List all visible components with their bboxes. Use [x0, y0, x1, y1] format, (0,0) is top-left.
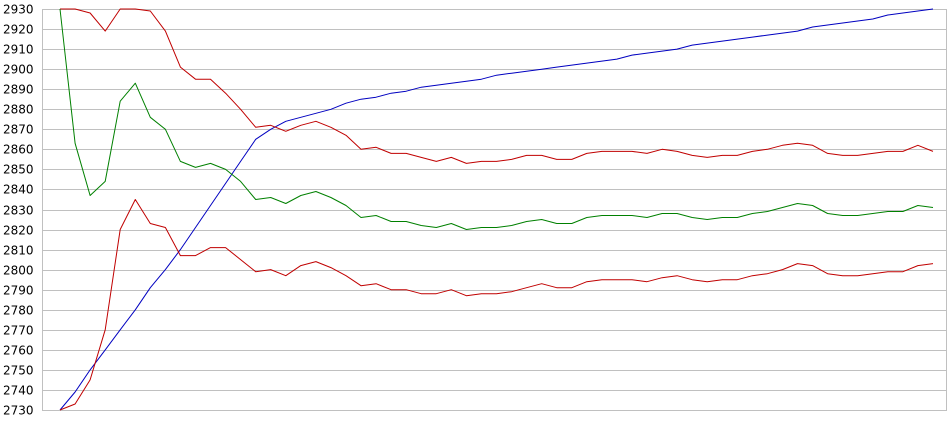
- y-tick-label: 2890: [3, 83, 34, 97]
- y-tick-label: 2740: [3, 384, 34, 398]
- series-line-3: [59, 8, 934, 230]
- y-tick-label: 2900: [3, 63, 34, 77]
- y-tick-label: 2820: [3, 224, 34, 238]
- y-tick-label: 2920: [3, 23, 34, 37]
- y-tick-label: 2790: [3, 284, 34, 298]
- y-tick-label: 2800: [3, 264, 34, 278]
- y-tick-label: 2860: [3, 143, 34, 157]
- y-tick-label: 2930: [3, 3, 34, 17]
- y-tick-labels: 2730 2740 2750 2760 2770 2780 2790 2800 2810 2820…: [3, 3, 34, 418]
- y-tick-label: 2810: [3, 244, 34, 258]
- y-tick-label: 2760: [3, 344, 34, 358]
- y-tick-label: 2870: [3, 123, 34, 137]
- y-tick-label: 2880: [3, 103, 34, 117]
- y-tick-label: 2770: [3, 324, 34, 338]
- y-tick-label: 2750: [3, 364, 34, 378]
- series-lines: [59, 8, 934, 411]
- axes: [42, 9, 947, 410]
- y-tick-label: 2730: [3, 404, 34, 418]
- y-tick-label: 2830: [3, 204, 34, 218]
- y-tick-label: 2850: [3, 163, 34, 177]
- series-line-4: [59, 199, 934, 411]
- gridlines: [42, 9, 947, 411]
- y-tick-label: 2780: [3, 304, 34, 318]
- y-tick-label: 2840: [3, 183, 34, 197]
- series-line-1: [59, 8, 934, 411]
- series-line-2: [60, 8, 934, 164]
- y-tick-label: 2910: [3, 43, 34, 57]
